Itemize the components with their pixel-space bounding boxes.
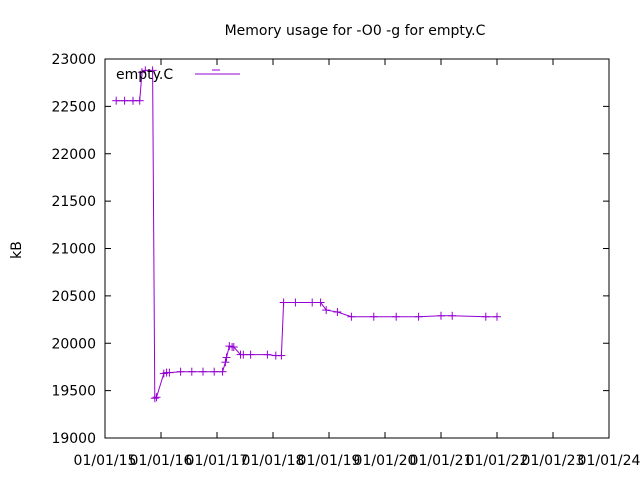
- data-point: [222, 353, 231, 362]
- x-tick-label: 01/01/21: [410, 453, 473, 469]
- legend: empty.C: [116, 67, 240, 83]
- data-point: [369, 312, 378, 321]
- x-tick-label: 01/01/16: [130, 453, 193, 469]
- data-point: [347, 312, 356, 321]
- data-point: [263, 350, 272, 359]
- data-point: [199, 367, 207, 376]
- data-point: [277, 351, 286, 360]
- data-point: [148, 66, 157, 75]
- data-point: [392, 312, 401, 321]
- data-point: [308, 298, 317, 307]
- data-point: [218, 367, 227, 376]
- data-point: [279, 298, 288, 307]
- data-point: [414, 312, 423, 321]
- x-tick-label: 01/01/23: [522, 453, 585, 469]
- x-tick-label: 01/01/17: [186, 453, 249, 469]
- plot-frame: [104, 58, 610, 439]
- chart-title: Memory usage for -O0 -g for empty.C: [225, 23, 486, 39]
- data-point: [493, 312, 501, 321]
- data-point: [333, 307, 342, 316]
- x-tick-label: 01/01/20: [354, 453, 417, 469]
- x-tick-label: 01/01/15: [74, 453, 137, 469]
- data-point: [176, 367, 185, 376]
- y-tick-label: 22500: [51, 99, 96, 115]
- data-point: [448, 311, 457, 320]
- legend-label: empty.C: [116, 67, 173, 83]
- data-point: [481, 312, 490, 321]
- x-tick-label: 01/01/19: [298, 453, 361, 469]
- data-point: [135, 96, 144, 105]
- x-tick-label: 01/01/22: [466, 453, 529, 469]
- data-point: [141, 66, 150, 75]
- data-point: [316, 298, 325, 307]
- data-point: [112, 96, 121, 105]
- y-tick-label: 21500: [51, 194, 96, 210]
- data-point: [137, 68, 146, 77]
- data-point: [229, 343, 238, 352]
- data-point: [152, 393, 161, 402]
- data-point: [437, 311, 445, 320]
- data-point: [150, 394, 159, 403]
- data-point: [165, 368, 174, 377]
- data-point: [129, 96, 137, 105]
- data-point: [239, 350, 248, 359]
- x-tick-label: 01/01/24: [578, 453, 640, 469]
- data-point: [322, 306, 331, 315]
- data-point: [291, 298, 300, 307]
- y-tick-label: 21000: [51, 242, 96, 258]
- y-tick-label: 19000: [51, 431, 96, 447]
- data-point: [246, 350, 255, 359]
- x-tick-label: 01/01/18: [242, 453, 305, 469]
- y-axis-label: kB: [9, 241, 25, 259]
- y-tick-label: 20000: [51, 336, 96, 352]
- y-tick-label: 23000: [51, 52, 96, 68]
- data-point: [120, 96, 129, 105]
- series-line: [116, 69, 497, 400]
- y-tick-label: 19500: [51, 384, 96, 400]
- y-tick-label: 22000: [51, 147, 96, 163]
- data-point: [187, 367, 196, 376]
- data-point: [221, 358, 230, 367]
- y-tick-label: 20500: [51, 289, 96, 305]
- data-point: [210, 367, 219, 376]
